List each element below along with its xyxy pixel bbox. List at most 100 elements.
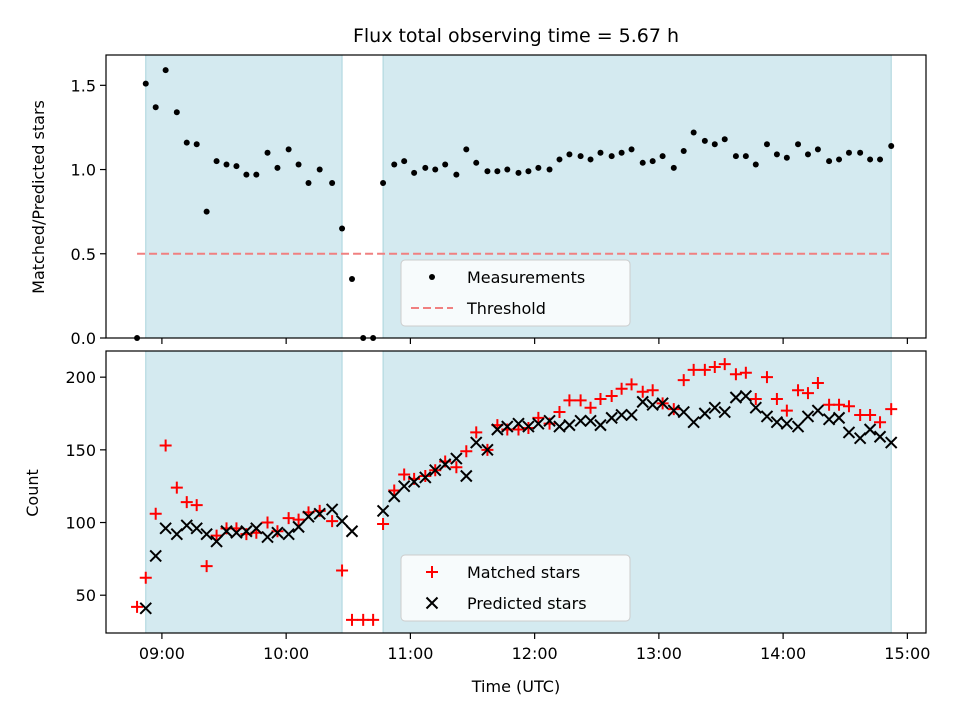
predicted-point <box>863 423 877 436</box>
matched-point <box>563 394 576 407</box>
predicted-point <box>605 411 618 425</box>
predicted-point <box>885 436 898 449</box>
predicted-point <box>460 469 473 483</box>
matched-point <box>522 422 535 435</box>
predicted-point <box>708 401 721 414</box>
predicted-point <box>180 519 193 532</box>
legend-label: Matched stars <box>467 563 580 582</box>
matched-point <box>377 517 390 530</box>
axes-frame <box>105 54 927 339</box>
measurement-point <box>264 149 271 156</box>
predicted-point <box>210 535 223 548</box>
measurement-point <box>877 156 884 163</box>
measurement-point <box>701 137 708 144</box>
measurement-point <box>274 164 281 171</box>
measurement-point <box>422 164 429 171</box>
series-dot-group <box>134 67 895 341</box>
measurement-point <box>243 171 250 178</box>
series-x-group <box>139 389 898 615</box>
predicted-point <box>615 408 628 422</box>
matched-point <box>677 374 690 387</box>
legend-box <box>400 554 631 622</box>
predicted-point <box>481 443 494 457</box>
x-tick-label: 12:00 <box>512 644 558 663</box>
matched-point <box>326 515 339 528</box>
measurement-point <box>295 161 302 168</box>
measurement-point <box>795 141 802 148</box>
predicted-point <box>625 408 638 422</box>
matched-point <box>842 400 855 413</box>
matched-point <box>698 363 711 376</box>
predicted-point <box>450 452 463 465</box>
predicted-point <box>292 520 305 534</box>
matched-point <box>532 411 545 424</box>
predicted-point <box>636 395 649 409</box>
predicted-point <box>853 432 867 445</box>
predicted-point <box>190 522 203 535</box>
matched-point <box>636 385 649 398</box>
measurement-point <box>453 171 460 178</box>
predicted-point <box>491 423 504 436</box>
legend-marker-plus <box>426 566 438 578</box>
measurement-point <box>380 180 387 187</box>
measurement-point <box>773 151 780 158</box>
measurement-point <box>804 151 811 158</box>
measurement-point <box>535 164 542 171</box>
measurement-point <box>203 208 210 215</box>
predicted-point <box>718 405 731 419</box>
measurement-point <box>316 166 323 173</box>
measurement-point <box>763 141 770 148</box>
measurement-point <box>711 141 718 148</box>
matched-point <box>864 408 877 421</box>
legend-label: Measurements <box>467 268 585 287</box>
predicted-point <box>677 405 690 419</box>
measurement-point <box>183 139 190 146</box>
matched-point <box>512 423 525 436</box>
y-tick-label: 50 <box>76 586 96 605</box>
predicted-point <box>656 397 669 410</box>
measurement-point <box>193 141 200 148</box>
predicted-point <box>522 420 535 433</box>
matched-point <box>292 513 305 526</box>
measurement-point <box>566 151 573 158</box>
predicted-point <box>230 526 243 539</box>
matched-point <box>336 564 349 577</box>
matched-point <box>780 404 793 417</box>
shaded-span-0 <box>145 350 343 634</box>
predicted-point <box>376 504 390 518</box>
legend: Measurements Threshold <box>400 259 631 327</box>
predicted-point <box>313 507 326 521</box>
measurement-point <box>463 146 470 153</box>
x-tick-label: 13:00 <box>636 644 682 663</box>
measurement-point <box>442 161 449 168</box>
measurement-point <box>752 161 759 168</box>
matched-point <box>760 371 773 384</box>
predicted-point <box>574 414 587 427</box>
predicted-point <box>397 479 411 493</box>
measurement-point <box>742 153 749 160</box>
predicted-point <box>532 417 545 430</box>
predicted-point <box>832 411 846 425</box>
x-axis-label: Time (UTC) <box>471 677 560 696</box>
predicted-point <box>240 525 253 538</box>
predicted-point <box>302 510 315 523</box>
measurement-point <box>546 166 553 173</box>
matched-point <box>718 358 731 371</box>
predicted-point <box>770 416 784 429</box>
matched-point <box>605 390 618 403</box>
predicted-point <box>261 530 274 544</box>
measurement-point <box>142 80 149 87</box>
matched-point <box>170 481 183 494</box>
predicted-point <box>811 404 825 417</box>
measurement-point <box>814 146 821 153</box>
matched-point <box>282 512 295 525</box>
matched-point <box>131 600 144 613</box>
matched-point <box>460 445 473 458</box>
y-tick-label: 100 <box>65 514 96 533</box>
matched-point <box>801 387 814 400</box>
predicted-point <box>780 417 794 430</box>
measurement-point <box>732 153 739 160</box>
predicted-point <box>345 525 359 538</box>
matched-point <box>200 560 213 573</box>
